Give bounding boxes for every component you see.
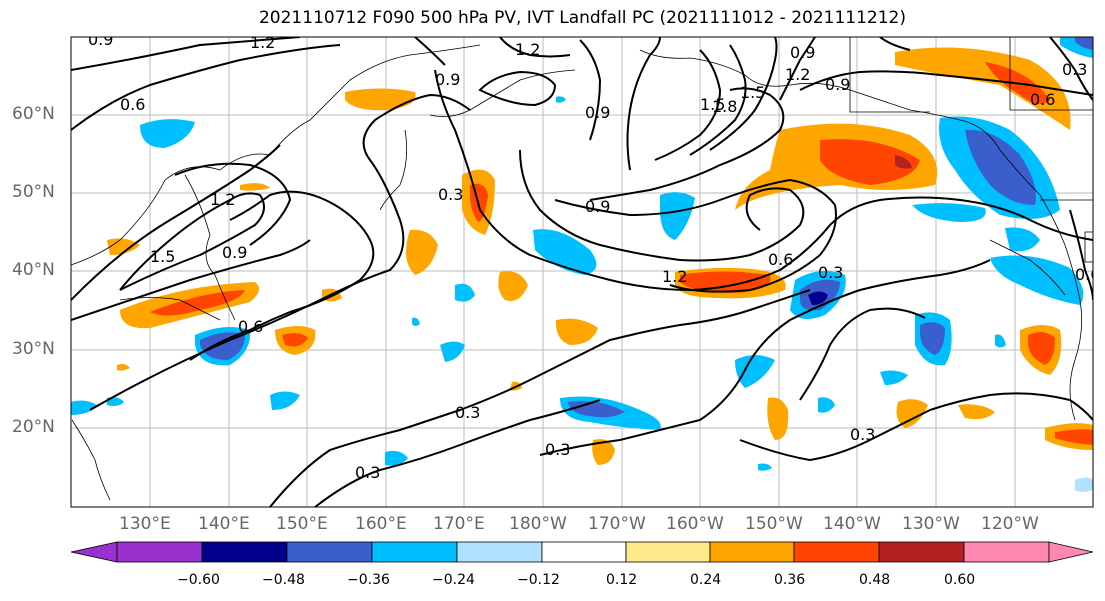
colorbar: [70, 541, 1094, 563]
colorbar-tick-label: −0.48: [262, 572, 305, 588]
colorbar-tick-label: −0.36: [347, 572, 390, 588]
lon-label: 140°E: [198, 514, 250, 534]
colorbar-swatch: [709, 541, 795, 563]
contour-label: 0.9: [585, 197, 610, 216]
pv-contours: [71, 37, 1093, 507]
colorbar-swatch: [456, 541, 543, 563]
contour-label: 0.3: [545, 440, 570, 459]
contour-label: 0.6: [1030, 90, 1055, 109]
contour-labels: 0.9 1.2 0.6 0.9 1.2 0.9 1.5 1.2 0.9 1.5 …: [88, 30, 1100, 482]
contour-label: 0.6: [768, 250, 793, 269]
contour-label: 0.3: [438, 185, 463, 204]
colorbar-tick-label: 0.36: [774, 572, 806, 588]
lat-label-20n: 20°N: [12, 417, 55, 437]
lon-label: 170°W: [588, 514, 646, 534]
contour-label: 0.9: [585, 103, 610, 122]
lon-label: 170°E: [433, 514, 485, 534]
lon-label: 130°W: [902, 514, 960, 534]
colorbar-tick-label: 0.48: [859, 572, 891, 588]
contour-label: 0.6: [120, 95, 145, 114]
colorbar-tick-label: 0.24: [690, 572, 722, 588]
colorbar-tick-label: −0.12: [517, 572, 560, 588]
contour-label: 1.2: [210, 190, 235, 209]
contour-label: 1.2: [515, 40, 540, 59]
colorbar-swatch: [963, 541, 1050, 563]
colorbar-extend-low: [70, 541, 118, 563]
lat-label-50n: 50°N: [12, 182, 55, 202]
colorbar-swatch: [116, 541, 203, 563]
contour-label: 0.9: [825, 75, 850, 94]
contour-label: 1.8: [712, 97, 737, 116]
colorbar-tick-label: 0.12: [606, 572, 638, 588]
contour-label: 1.5: [740, 83, 765, 102]
lon-label: 140°W: [823, 514, 881, 534]
contour-label: 1.2: [662, 267, 687, 286]
pv-shading: [71, 37, 1093, 492]
colorbar-extend-high: [1048, 541, 1094, 563]
colorbar-swatch: [878, 541, 965, 563]
contour-label: 0.9: [790, 43, 815, 62]
contour-label: 1.5: [700, 95, 725, 114]
contour-label: 1.2: [785, 65, 810, 84]
colorbar-swatch: [371, 541, 458, 563]
contour-label: 0.9: [88, 30, 113, 49]
contour-label: 1.2: [250, 33, 275, 52]
contour-label: 1.5: [150, 247, 175, 266]
lat-label-40n: 40°N: [12, 260, 55, 280]
colorbar-swatch: [286, 541, 373, 563]
colorbar-swatch: [625, 541, 711, 563]
map-title: 2021110712 F090 500 hPa PV, IVT Landfall…: [258, 8, 906, 28]
colorbar-swatch: [541, 541, 627, 563]
map-frame: [70, 36, 1094, 508]
contour-label: 0.9: [222, 243, 247, 262]
contour-label: 0.9: [435, 70, 460, 89]
lon-label: 160°W: [666, 514, 724, 534]
colorbar-tick-label: −0.60: [177, 572, 220, 588]
colorbar-swatch: [793, 541, 880, 563]
lat-label-60n: 60°N: [12, 104, 55, 124]
lon-label: 180°W: [509, 514, 567, 534]
contour-label: 0.6: [1075, 265, 1100, 284]
lon-label: 160°E: [355, 514, 407, 534]
lon-label: 150°E: [276, 514, 328, 534]
colorbar-tick-label: 0.60: [944, 572, 976, 588]
contour-label: 0.3: [355, 463, 380, 482]
contour-label: 0.3: [850, 425, 875, 444]
lon-label: 130°E: [119, 514, 171, 534]
lon-label: 150°W: [745, 514, 803, 534]
contour-label: 0.3: [455, 403, 480, 422]
lon-label: 120°W: [981, 514, 1039, 534]
contour-label: 0.6: [238, 317, 263, 336]
contour-label: 0.3: [1062, 60, 1087, 79]
lat-label-30n: 30°N: [12, 339, 55, 359]
colorbar-tick-label: −0.24: [432, 572, 475, 588]
contour-label: 0.3: [818, 263, 843, 282]
colorbar-swatch: [201, 541, 288, 563]
